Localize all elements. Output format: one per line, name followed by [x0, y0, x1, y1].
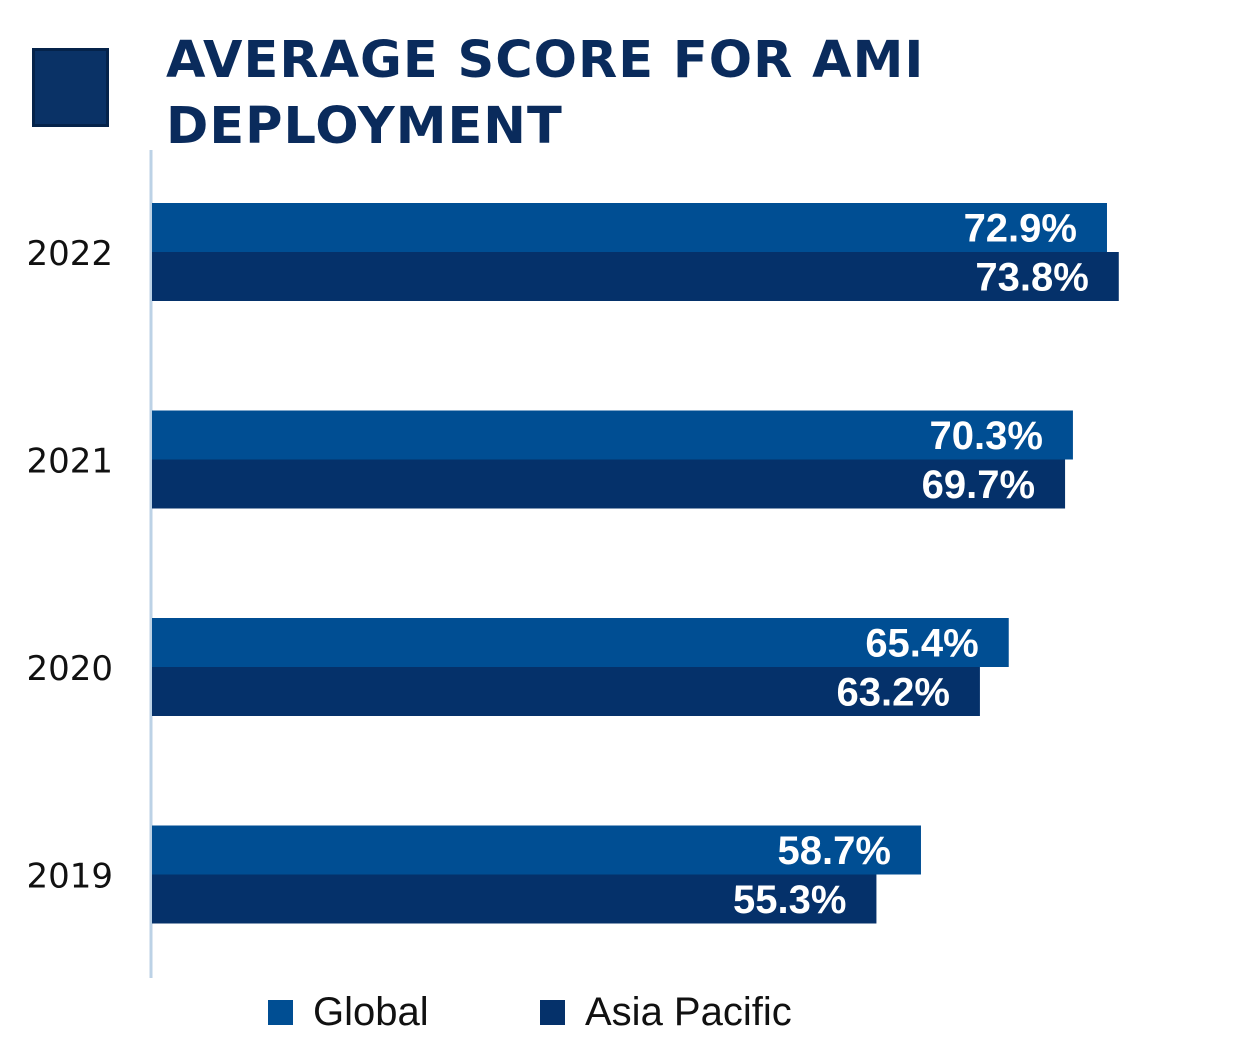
legend-swatch-global	[268, 999, 293, 1025]
data-label-global-2020: 65.4%	[865, 622, 978, 666]
category-label-2021: 2021	[26, 442, 113, 482]
bar-global-2020	[152, 618, 1009, 667]
bar-global-2022	[152, 203, 1107, 252]
category-label-2020: 2020	[26, 649, 113, 689]
bar-asia-pacific-2021	[152, 459, 1066, 509]
bar-asia-pacific-2019	[152, 874, 877, 924]
chart-title-line-2: DEPLOYMENT	[166, 97, 563, 156]
data-label-asia-pacific-2020: 63.2%	[836, 671, 949, 715]
legend-label-global: Global	[313, 990, 429, 1034]
bar-asia-pacific-2020	[152, 667, 980, 716]
chart-title: AVERAGE SCORE FOR AMI DEPLOYMENT	[166, 28, 1066, 160]
chart-title-line-1: AVERAGE SCORE FOR AMI	[166, 31, 925, 90]
data-label-asia-pacific-2022: 73.8%	[975, 256, 1088, 300]
title-badge-square	[32, 48, 109, 127]
data-label-asia-pacific-2021: 69.7%	[922, 463, 1035, 507]
category-label-2019: 2019	[26, 857, 113, 897]
legend: Global Asia Pacific	[0, 990, 1249, 1034]
legend-item-asia-pacific: Asia Pacific	[540, 990, 792, 1034]
data-label-global-2021: 70.3%	[930, 414, 1043, 458]
data-label-asia-pacific-2019: 55.3%	[733, 878, 846, 922]
legend-swatch-asia-pacific	[540, 999, 565, 1025]
data-label-global-2022: 72.9%	[964, 207, 1077, 251]
bar-asia-pacific-2022	[152, 252, 1119, 301]
bar-global-2019	[152, 825, 921, 875]
bar-chart: 2022 72.9% 73.8% 2021 70.3% 69.7% 2020 65.4% 63.…	[26, 150, 1119, 978]
category-label-2022: 2022	[26, 234, 113, 274]
legend-label-asia-pacific: Asia Pacific	[585, 990, 792, 1034]
bar-global-2021	[152, 410, 1073, 460]
legend-item-global: Global	[268, 990, 429, 1034]
data-label-global-2019: 58.7%	[778, 829, 891, 873]
